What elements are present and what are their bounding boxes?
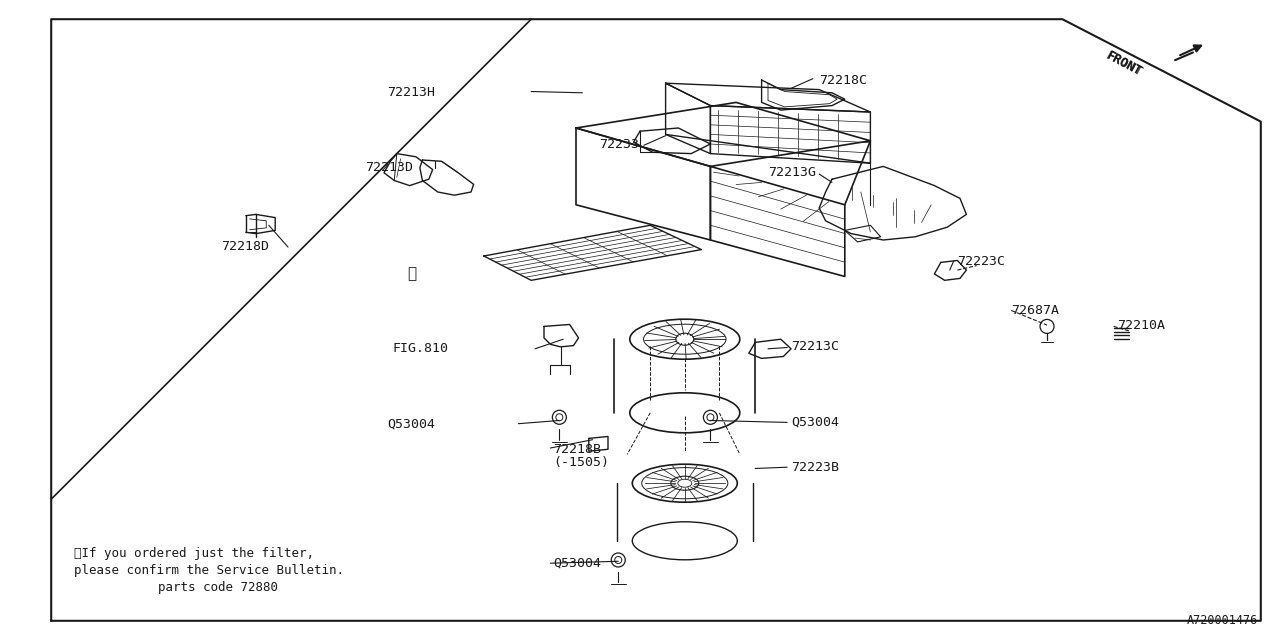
Text: Q53004: Q53004 — [791, 416, 840, 429]
Text: (-1505): (-1505) — [553, 456, 609, 468]
Text: FIG.810: FIG.810 — [392, 342, 448, 355]
Text: 72233: 72233 — [599, 138, 639, 150]
Text: 72218D: 72218D — [221, 240, 270, 253]
Text: 72213D: 72213D — [365, 161, 412, 174]
Text: Q53004: Q53004 — [553, 557, 602, 570]
Text: 72210A: 72210A — [1117, 319, 1166, 332]
Text: A720001476: A720001476 — [1187, 614, 1258, 627]
Text: 72213H: 72213H — [388, 86, 435, 99]
Text: 72218B: 72218B — [553, 443, 602, 456]
Text: 72223C: 72223C — [957, 255, 1006, 268]
Text: FRONT: FRONT — [1103, 49, 1144, 79]
Text: 72218C: 72218C — [819, 74, 868, 86]
Text: 72687A: 72687A — [1011, 304, 1060, 317]
Text: Q53004: Q53004 — [388, 417, 435, 430]
Text: 72223B: 72223B — [791, 461, 840, 474]
Text: 72213G: 72213G — [768, 166, 817, 179]
Text: FRONT: FRONT — [1105, 49, 1143, 79]
Text: ※: ※ — [407, 266, 417, 282]
Text: ※If you ordered just the filter,: ※If you ordered just the filter, — [74, 547, 315, 560]
Text: parts code 72880: parts code 72880 — [128, 581, 278, 594]
Text: please confirm the Service Bulletin.: please confirm the Service Bulletin. — [74, 564, 344, 577]
Text: 72213C: 72213C — [791, 340, 840, 353]
